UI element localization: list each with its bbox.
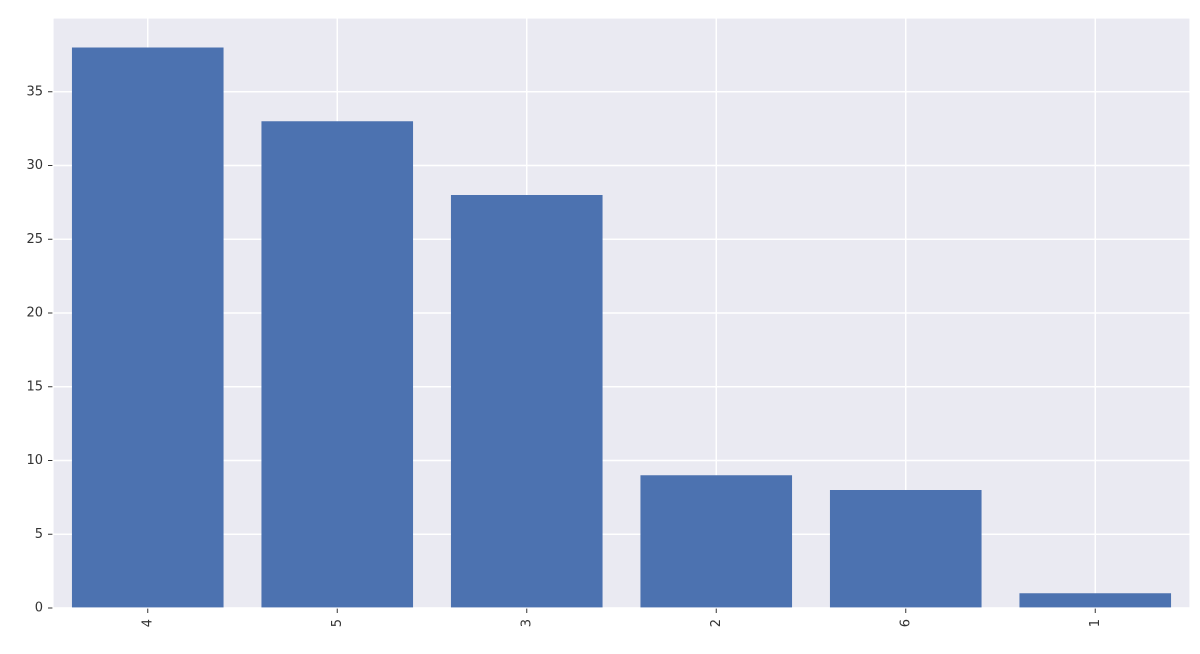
chart-svg: 0 5 10 15 20 25 30 35 4 5 3 2 6 1 bbox=[0, 0, 1200, 654]
y-tick-label: 10 bbox=[26, 453, 43, 468]
x-tick-label: 5 bbox=[330, 619, 345, 627]
x-tick-label: 4 bbox=[140, 619, 155, 627]
bar bbox=[261, 121, 413, 608]
y-tick-label: 20 bbox=[26, 306, 43, 321]
bar bbox=[640, 475, 792, 608]
x-tick-label: 3 bbox=[519, 619, 534, 627]
bar bbox=[830, 490, 982, 608]
bar bbox=[72, 48, 224, 609]
x-tick-label: 2 bbox=[709, 619, 724, 627]
y-tick-label: 15 bbox=[26, 379, 43, 394]
y-tick-label: 30 bbox=[26, 158, 43, 173]
y-tick-label: 5 bbox=[35, 527, 43, 542]
bar-chart: 0 5 10 15 20 25 30 35 4 5 3 2 6 1 bbox=[0, 0, 1200, 654]
x-tick-label: 6 bbox=[898, 619, 913, 627]
y-tick-label: 35 bbox=[26, 84, 43, 99]
bar bbox=[1019, 593, 1171, 608]
y-tick-label: 25 bbox=[26, 232, 43, 247]
x-tick-label: 1 bbox=[1088, 619, 1103, 627]
y-tick-label: 0 bbox=[35, 601, 43, 616]
bar bbox=[451, 195, 603, 608]
